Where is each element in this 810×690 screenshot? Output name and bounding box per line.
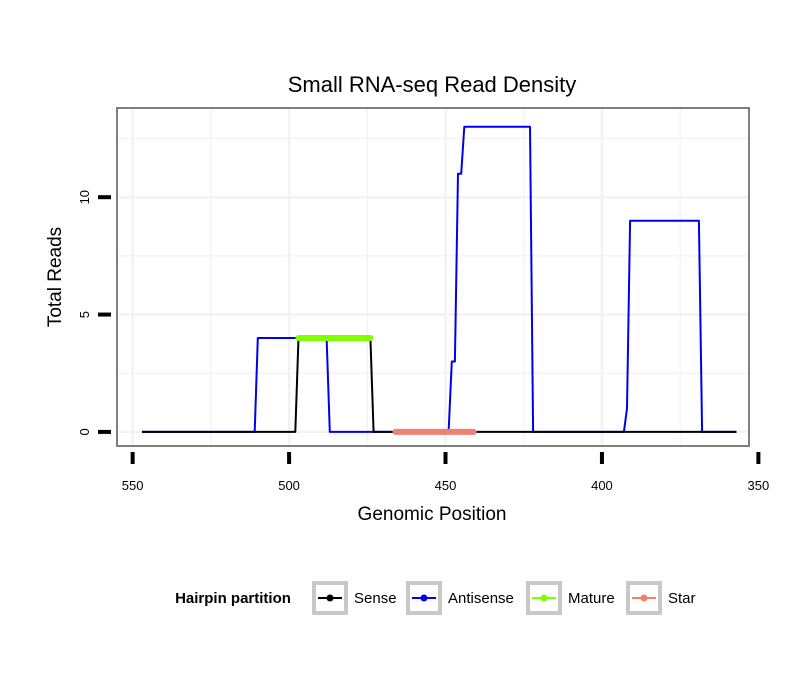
legend: Hairpin partition Sense Antisense Mature St… [175, 581, 696, 615]
x-tick-label: 550 [122, 478, 144, 493]
x-axis-title: Genomic Position [358, 504, 507, 525]
legend-item-star: Star [626, 581, 696, 615]
y-axis: 0 5 10 [77, 190, 111, 436]
legend-key-point [420, 594, 428, 602]
legend-item-antisense: Antisense [406, 581, 514, 615]
legend-key-point [540, 594, 548, 602]
y-axis-title: Total Reads [45, 227, 66, 327]
y-tick-label: 0 [77, 428, 92, 435]
x-tick-label: 450 [435, 478, 457, 493]
legend-label: Mature [568, 590, 615, 607]
legend-label: Star [668, 590, 696, 607]
series-layer [142, 125, 737, 435]
legend-key-point [326, 594, 334, 602]
legend-title: Hairpin partition [175, 590, 291, 607]
legend-label: Sense [354, 590, 397, 607]
legend-item-mature: Mature [526, 581, 615, 615]
plot-border [116, 107, 750, 447]
legend-label: Antisense [448, 590, 514, 607]
plot-background [117, 108, 749, 446]
x-tick-label: 500 [278, 478, 300, 493]
legend-item-sense: Sense [312, 581, 397, 615]
x-tick-label: 350 [748, 478, 770, 493]
y-tick-label: 5 [77, 311, 92, 318]
chart-title: Small RNA-seq Read Density [288, 72, 577, 97]
y-tick-label: 10 [77, 190, 92, 204]
legend-key-point [640, 594, 648, 602]
x-tick-label: 400 [591, 478, 613, 493]
x-axis: 550 500 450 400 350 [122, 452, 769, 493]
